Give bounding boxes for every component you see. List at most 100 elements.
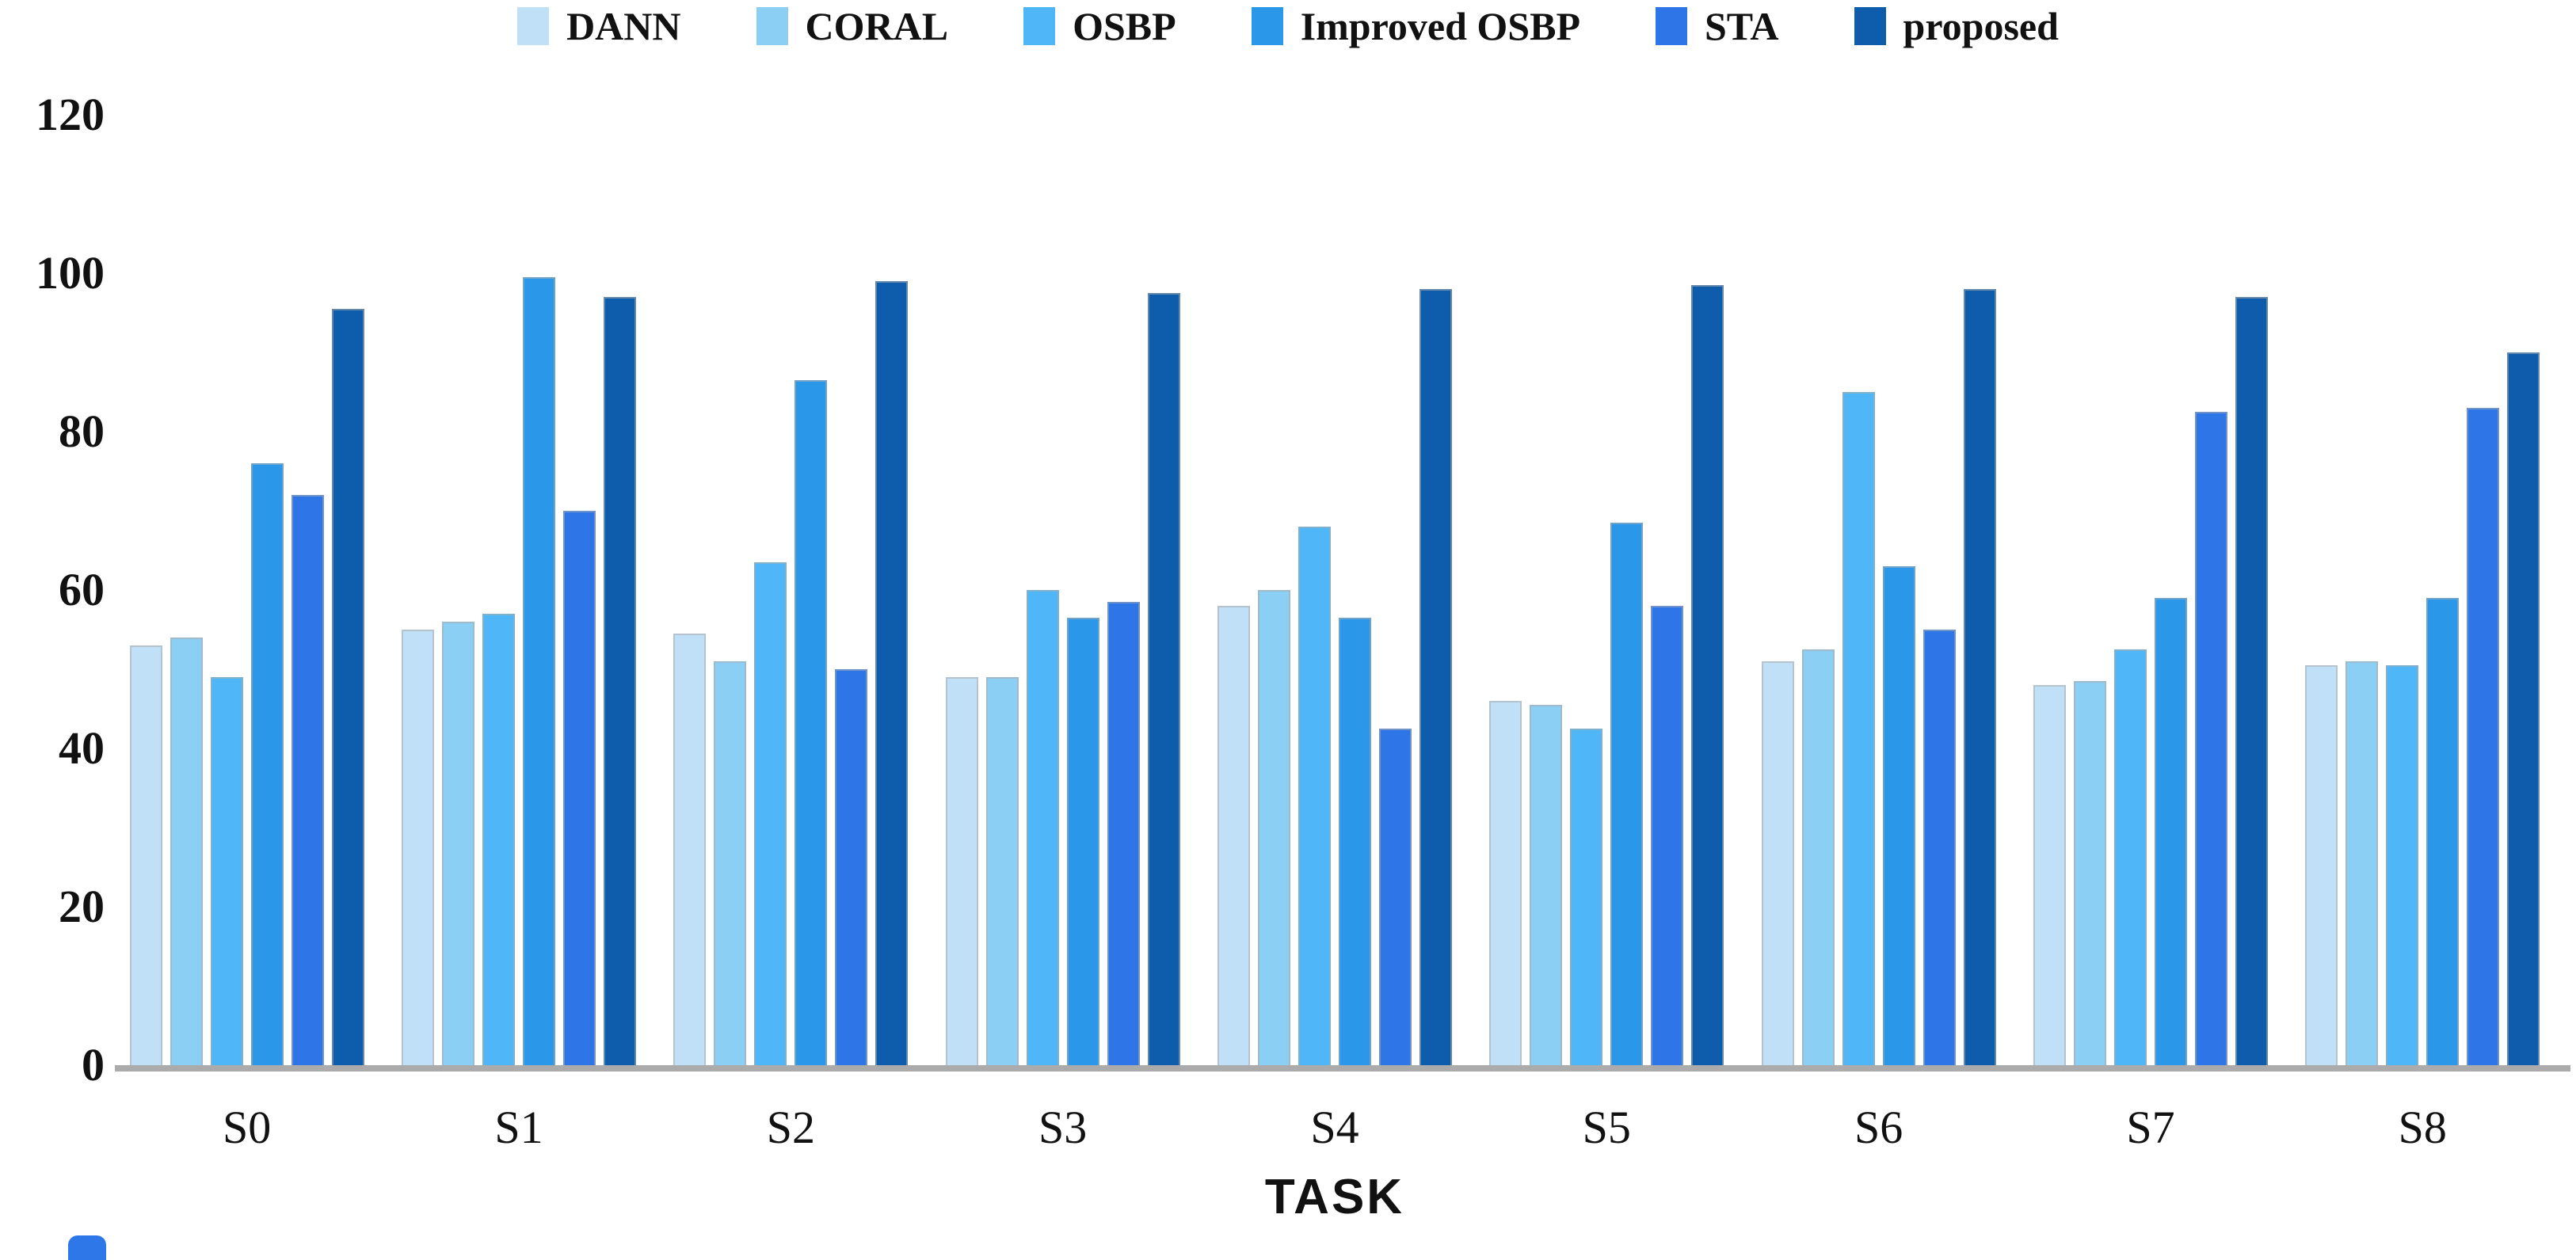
x-tick-label-s5: S5 <box>1582 1102 1631 1153</box>
corner-artifact <box>68 1235 106 1260</box>
bar-group-s6 <box>1743 115 2014 1065</box>
bar-dann-s8 <box>2305 665 2338 1065</box>
y-tick-label-120: 120 <box>36 89 105 140</box>
bar-improved-osbp-s2 <box>795 380 828 1065</box>
bar-sta-s4 <box>1378 729 1412 1065</box>
legend-label: Improved OSBP <box>1300 4 1580 48</box>
x-tick-label-s1: S1 <box>494 1102 543 1153</box>
bar-dann-s3 <box>945 677 978 1065</box>
bar-sta-s1 <box>562 511 596 1065</box>
bar-sta-s8 <box>2467 408 2500 1065</box>
bar-osbp-s4 <box>1298 527 1331 1065</box>
bar-improved-osbp-s7 <box>2154 598 2187 1065</box>
legend-swatch-icon <box>517 7 550 45</box>
bar-coral-s6 <box>1801 649 1835 1065</box>
bar-osbp-s1 <box>482 614 515 1065</box>
bar-proposed-s5 <box>1691 285 1724 1065</box>
bar-proposed-s2 <box>875 281 909 1065</box>
y-tick-label-60: 60 <box>59 564 105 615</box>
bar-proposed-s3 <box>1147 293 1180 1065</box>
bar-coral-s1 <box>441 622 474 1065</box>
bar-sta-s0 <box>291 495 324 1065</box>
bar-coral-s2 <box>714 661 747 1065</box>
bar-osbp-s3 <box>1026 590 1059 1065</box>
bar-coral-s5 <box>1530 705 1563 1065</box>
bar-group-s8 <box>2287 115 2559 1065</box>
x-tick-label-s2: S2 <box>766 1102 815 1153</box>
bar-improved-osbp-s6 <box>1882 566 1915 1065</box>
bar-proposed-s8 <box>2507 352 2540 1065</box>
bar-dann-s2 <box>673 634 707 1065</box>
legend-swatch-icon <box>1854 7 1886 45</box>
x-tick-label-s4: S4 <box>1310 1102 1359 1153</box>
bar-sta-s7 <box>2194 412 2227 1065</box>
bar-dann-s7 <box>2033 685 2066 1065</box>
x-tick-label-s0: S0 <box>223 1102 272 1153</box>
legend-swatch-icon <box>1251 7 1283 45</box>
chart-legend: DANN CORAL OSBP Improved OSBP STA proposed <box>0 3 2576 49</box>
bar-proposed-s0 <box>331 309 364 1065</box>
bar-dann-s1 <box>401 630 434 1065</box>
legend-swatch-icon <box>756 7 788 45</box>
bar-sta-s6 <box>1922 630 1956 1065</box>
x-tick-label-s3: S3 <box>1038 1102 1088 1153</box>
y-tick-label-100: 100 <box>36 247 105 299</box>
bar-group-s4 <box>1198 115 1470 1065</box>
bar-osbp-s8 <box>2386 665 2419 1065</box>
bar-proposed-s1 <box>603 297 636 1065</box>
bar-proposed-s6 <box>1963 289 1996 1065</box>
bar-group-s1 <box>383 115 654 1065</box>
legend-label: CORAL <box>805 4 949 48</box>
bar-improved-osbp-s5 <box>1610 523 1644 1065</box>
bar-group-s5 <box>1471 115 1743 1065</box>
bar-proposed-s4 <box>1419 289 1452 1065</box>
y-tick-label-20: 20 <box>59 881 105 932</box>
bar-coral-s0 <box>170 638 203 1065</box>
legend-item-improved-osbp: Improved OSBP <box>1251 3 1580 49</box>
legend-item-proposed: proposed <box>1854 3 2059 49</box>
x-tick-label-s6: S6 <box>1854 1102 1903 1153</box>
y-tick-label-80: 80 <box>59 405 105 457</box>
x-axis-category-labels: S0 S1 S2 S3 S4 S5 S6 S7 S8 <box>111 1101 2559 1154</box>
bar-dann-s0 <box>129 645 162 1065</box>
bar-coral-s3 <box>985 677 1019 1065</box>
bar-osbp-s2 <box>754 562 787 1065</box>
bar-dann-s6 <box>1761 661 1794 1065</box>
legend-label: proposed <box>1903 4 2059 48</box>
bar-proposed-s7 <box>2235 297 2268 1065</box>
bar-coral-s4 <box>1257 590 1290 1065</box>
legend-item-dann: DANN <box>517 3 681 49</box>
bar-improved-osbp-s4 <box>1338 618 1371 1065</box>
bar-group-s0 <box>111 115 383 1065</box>
bar-group-s7 <box>2014 115 2286 1065</box>
bar-dann-s4 <box>1217 606 1250 1065</box>
bar-group-s3 <box>927 115 1198 1065</box>
legend-label: DANN <box>566 4 681 48</box>
bar-improved-osbp-s1 <box>522 277 555 1065</box>
y-tick-label-40: 40 <box>59 722 105 774</box>
x-tick-label-s7: S7 <box>2126 1102 2175 1153</box>
legend-item-sta: STA <box>1655 3 1779 49</box>
bar-osbp-s0 <box>210 677 243 1065</box>
bar-group-s2 <box>655 115 927 1065</box>
x-axis-title: TASK <box>1264 1170 1405 1224</box>
legend-item-osbp: OSBP <box>1023 3 1176 49</box>
bar-improved-osbp-s8 <box>2426 598 2460 1065</box>
legend-label: OSBP <box>1073 4 1176 48</box>
bar-osbp-s6 <box>1842 392 1875 1065</box>
bar-sta-s3 <box>1107 602 1140 1065</box>
legend-swatch-icon <box>1023 7 1056 45</box>
y-tick-label-0: 0 <box>82 1039 105 1091</box>
bar-coral-s7 <box>2073 681 2106 1065</box>
x-axis-line <box>115 1065 2570 1072</box>
legend-item-coral: CORAL <box>756 3 949 49</box>
bar-sta-s2 <box>835 669 868 1065</box>
bar-osbp-s5 <box>1570 729 1603 1065</box>
bar-coral-s8 <box>2345 661 2379 1065</box>
bar-sta-s5 <box>1651 606 1684 1065</box>
bar-osbp-s7 <box>2113 649 2147 1065</box>
plot-area <box>111 115 2559 1065</box>
x-tick-label-s8: S8 <box>2398 1102 2447 1153</box>
bar-dann-s5 <box>1489 701 1522 1065</box>
